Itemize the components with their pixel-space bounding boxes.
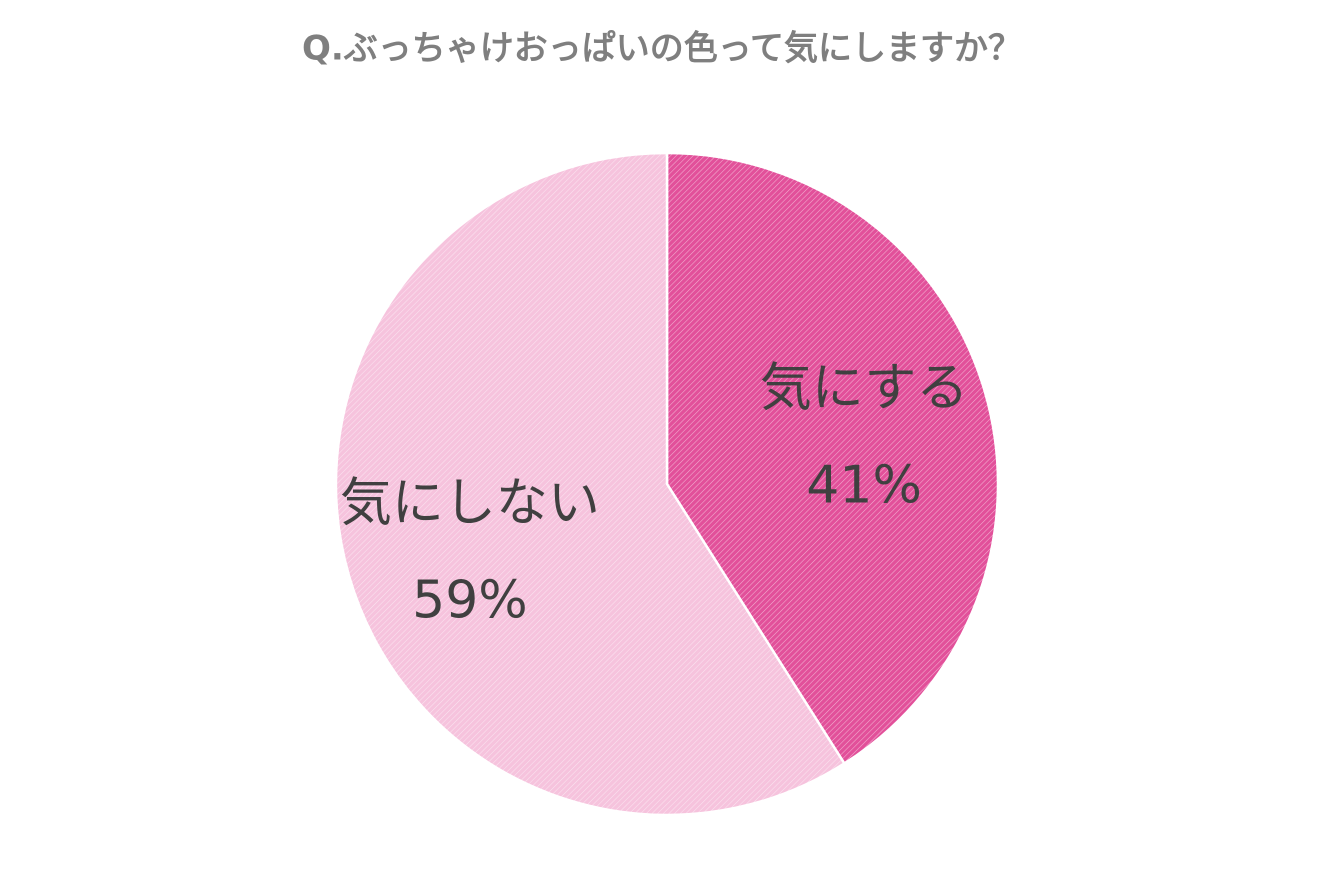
- pie: [334, 151, 1000, 817]
- slice-value-label: 41%: [806, 456, 922, 516]
- chart-title: Q.ぶっちゃけおっぱいの色って気にしますか？: [302, 29, 1022, 69]
- labels: 気にする 41% 気にしない 59%: [340, 359, 968, 631]
- pie-slice: [665, 151, 1000, 766]
- slice-category-label: 気にする: [760, 359, 969, 419]
- slice-value-label: 59%: [412, 570, 528, 630]
- slice-category-label: 気にしない: [340, 473, 600, 533]
- pie-slice: [334, 151, 847, 817]
